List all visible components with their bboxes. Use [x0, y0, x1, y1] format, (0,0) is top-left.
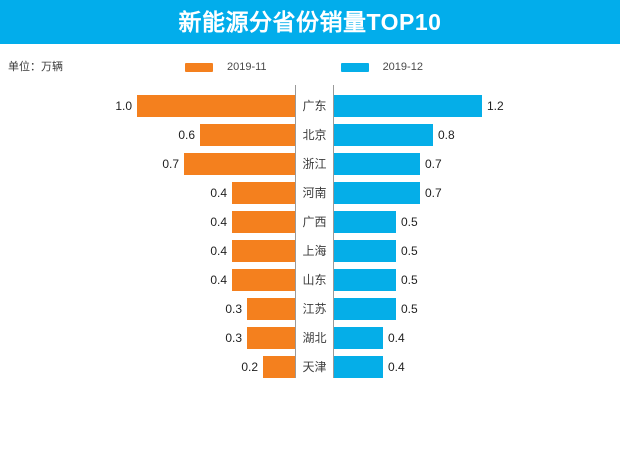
category-label: 江苏 — [302, 302, 327, 316]
bar-2019-12[interactable] — [334, 211, 396, 233]
row-right-half: 0.4 — [334, 324, 620, 353]
bar-value-label-2019-11: 0.4 — [210, 244, 227, 258]
bar-2019-11[interactable] — [232, 240, 295, 262]
bar-value-label-2019-12: 0.8 — [438, 128, 455, 142]
category-label: 山东 — [302, 273, 327, 287]
row-left-half: 0.3 — [0, 324, 295, 353]
chart-row: 0.2 天津 0.4 — [0, 353, 620, 382]
bar-value-label-2019-12: 0.5 — [401, 244, 418, 258]
bar-value-label-2019-12: 0.7 — [425, 157, 442, 171]
bar-value-label-2019-12: 0.7 — [425, 186, 442, 200]
bar-value-label-2019-12: 0.5 — [401, 273, 418, 287]
bar-value-label-2019-12: 0.4 — [388, 360, 405, 374]
legend-label-2019-11: 2019-11 — [227, 61, 267, 73]
bar-2019-12[interactable] — [334, 153, 420, 175]
chart-row: 0.4 河南 0.7 — [0, 179, 620, 208]
category-label: 天津 — [302, 360, 327, 374]
legend-swatch-icon-blue — [340, 62, 369, 72]
legend-swatch-icon-orange — [185, 62, 213, 72]
bar-2019-12[interactable] — [334, 327, 383, 349]
row-left-half: 1.0 — [0, 92, 295, 121]
row-left-half: 0.4 — [0, 179, 295, 208]
row-left-half: 0.4 — [0, 208, 295, 237]
bar-2019-11[interactable] — [184, 153, 295, 175]
chart-row: 0.6 北京 0.8 — [0, 121, 620, 150]
bar-2019-12[interactable] — [334, 240, 396, 262]
category-label: 湖北 — [302, 331, 327, 345]
axis-spine-left — [295, 85, 296, 378]
bar-2019-12[interactable] — [334, 95, 482, 117]
bar-value-label-2019-12: 0.5 — [401, 215, 418, 229]
row-left-half: 0.4 — [0, 237, 295, 266]
bar-value-label-2019-11: 0.4 — [210, 215, 227, 229]
bar-2019-11[interactable] — [247, 327, 295, 349]
bar-2019-11[interactable] — [263, 356, 295, 378]
title-banner: 新能源分省份销量TOP10 — [0, 0, 620, 44]
bar-2019-11[interactable] — [247, 298, 295, 320]
row-right-half: 0.5 — [334, 266, 620, 295]
bar-2019-12[interactable] — [334, 182, 420, 204]
chart-row: 1.0 广东 1.2 — [0, 92, 620, 121]
unit-label: 单位：万辆 — [8, 61, 63, 73]
bar-value-label-2019-11: 0.2 — [241, 360, 258, 374]
chart-row: 0.4 山东 0.5 — [0, 266, 620, 295]
category-label: 浙江 — [302, 157, 327, 171]
row-left-half: 0.3 — [0, 295, 295, 324]
bar-value-label-2019-12: 1.2 — [487, 99, 504, 113]
row-right-half: 0.5 — [334, 237, 620, 266]
chart-row: 0.4 上海 0.5 — [0, 237, 620, 266]
row-left-half: 0.2 — [0, 353, 295, 382]
bar-value-label-2019-11: 0.4 — [210, 186, 227, 200]
legend-item-2019-12: 2019-12 — [340, 59, 423, 75]
bar-value-label-2019-11: 0.6 — [178, 128, 195, 142]
bar-2019-12[interactable] — [334, 269, 396, 291]
category-label: 北京 — [302, 128, 327, 142]
row-right-half: 0.7 — [334, 179, 620, 208]
bar-value-label-2019-11: 1.0 — [115, 99, 132, 113]
bar-2019-12[interactable] — [334, 124, 433, 146]
row-right-half: 0.5 — [334, 295, 620, 324]
chart-row: 0.4 广西 0.5 — [0, 208, 620, 237]
category-label: 上海 — [302, 244, 327, 258]
chart-row: 0.3 湖北 0.4 — [0, 324, 620, 353]
row-right-half: 0.7 — [334, 150, 620, 179]
row-right-half: 0.5 — [334, 208, 620, 237]
bar-value-label-2019-12: 0.5 — [401, 302, 418, 316]
category-label: 广东 — [302, 99, 327, 113]
chart-legend: 2019-11 2019-12 — [185, 59, 423, 75]
bar-2019-12[interactable] — [334, 356, 383, 378]
category-label: 广西 — [302, 215, 327, 229]
bar-2019-11[interactable] — [232, 182, 295, 204]
chart-row: 0.7 浙江 0.7 — [0, 150, 620, 179]
row-left-half: 0.7 — [0, 150, 295, 179]
row-left-half: 0.6 — [0, 121, 295, 150]
row-right-half: 0.8 — [334, 121, 620, 150]
bar-2019-11[interactable] — [232, 269, 295, 291]
row-left-half: 0.4 — [0, 266, 295, 295]
bar-value-label-2019-11: 0.3 — [225, 331, 242, 345]
bar-2019-12[interactable] — [334, 298, 396, 320]
bar-2019-11[interactable] — [137, 95, 295, 117]
bar-value-label-2019-11: 0.4 — [210, 273, 227, 287]
bar-value-label-2019-11: 0.3 — [225, 302, 242, 316]
bar-2019-11[interactable] — [200, 124, 295, 146]
legend-label-2019-12: 2019-12 — [382, 61, 423, 73]
bar-value-label-2019-12: 0.4 — [388, 331, 405, 345]
legend-item-2019-11: 2019-11 — [185, 59, 267, 75]
chart-plot-area: 1.0 广东 1.2 0.6 北京 0.8 0.7 浙江 0.7 0.4 河南 0.7 0.4 广西 0.5… — [0, 85, 620, 380]
bar-value-label-2019-11: 0.7 — [162, 157, 179, 171]
axis-spine-right — [333, 85, 334, 378]
row-right-half: 1.2 — [334, 92, 620, 121]
chart-rows: 1.0 广东 1.2 0.6 北京 0.8 0.7 浙江 0.7 0.4 河南 0.7 0.4 广西 0.5… — [0, 92, 620, 382]
row-right-half: 0.4 — [334, 353, 620, 382]
chart-row: 0.3 江苏 0.5 — [0, 295, 620, 324]
category-label: 河南 — [302, 186, 327, 200]
page-title: 新能源分省份销量TOP10 — [178, 9, 442, 35]
bar-2019-11[interactable] — [232, 211, 295, 233]
